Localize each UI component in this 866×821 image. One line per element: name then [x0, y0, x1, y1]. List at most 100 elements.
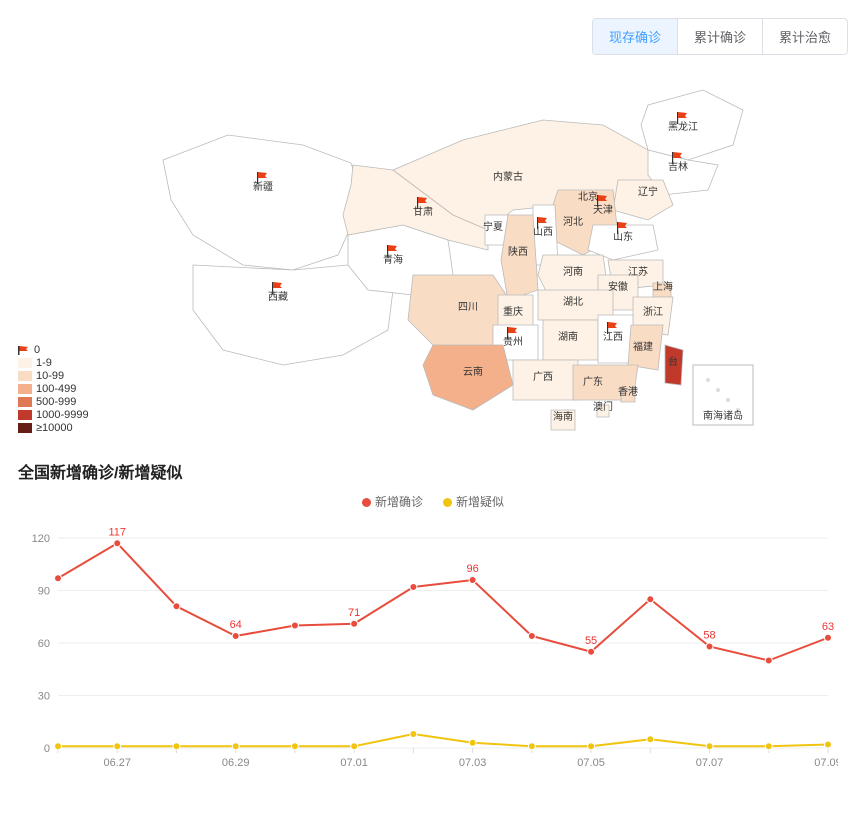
province-label-heilongjiang: 黑龙江	[668, 120, 698, 133]
legend-row-3: 500-999	[18, 396, 89, 408]
province-label-beijing: 北京	[578, 190, 598, 203]
data-point[interactable]	[410, 731, 417, 738]
province-label-taiwan: 台	[668, 355, 678, 368]
province-label-shandong: 山东	[613, 230, 633, 243]
province-label-ningxia: 宁夏	[483, 220, 503, 233]
x-tick-label: 07.03	[459, 757, 487, 769]
data-point[interactable]	[647, 596, 654, 603]
province-label-xizang: 西藏	[268, 291, 288, 303]
province-liaoning[interactable]	[613, 180, 673, 220]
province-label-fujian: 福建	[633, 340, 653, 353]
data-point[interactable]	[173, 743, 180, 750]
data-point[interactable]	[528, 743, 535, 750]
series-legend-1[interactable]: 新增疑似	[443, 493, 504, 510]
data-point[interactable]	[114, 540, 121, 547]
province-label-zhejiang: 浙江	[643, 306, 663, 318]
data-point[interactable]	[55, 743, 62, 750]
data-point[interactable]	[825, 741, 832, 748]
point-label: 58	[703, 630, 715, 642]
legend-row-1: 10-99	[18, 370, 89, 382]
point-label: 71	[348, 607, 360, 619]
province-label-qinghai: 青海	[383, 253, 403, 266]
data-point[interactable]	[469, 739, 476, 746]
legend-label: 100-499	[36, 383, 76, 395]
legend-label: 500-999	[36, 396, 76, 408]
data-point[interactable]	[588, 648, 595, 655]
province-label-shanxi: 山西	[533, 226, 553, 238]
data-point[interactable]	[291, 743, 298, 750]
map-tabs: 现存确诊累计确诊累计治愈	[592, 18, 848, 55]
flag-icon	[18, 346, 30, 355]
province-label-guangdong: 广东	[583, 375, 603, 388]
x-tick-label: 06.27	[103, 757, 131, 769]
chart-title: 全国新增确诊/新增疑似	[18, 459, 848, 483]
x-tick-label: 06.29	[222, 757, 250, 769]
data-point[interactable]	[528, 633, 535, 640]
province-xinjiang[interactable]	[163, 135, 363, 270]
data-point[interactable]	[55, 575, 62, 582]
data-point[interactable]	[765, 657, 772, 664]
province-label-aomen: 澳门	[593, 400, 613, 413]
legend-label: 10-99	[36, 370, 64, 382]
province-label-xianggang: 香港	[618, 386, 638, 398]
province-label-guizhou: 贵州	[503, 335, 523, 348]
legend-swatch	[18, 371, 32, 381]
x-tick-label: 07.05	[577, 757, 605, 769]
legend-swatch	[18, 384, 32, 394]
legend-row-0: 1-9	[18, 357, 89, 369]
point-label: 55	[585, 635, 597, 647]
province-label-neimenggu: 内蒙古	[493, 170, 523, 183]
legend-swatch	[18, 397, 32, 407]
data-point[interactable]	[351, 620, 358, 627]
tab-2[interactable]: 累计治愈	[762, 19, 847, 54]
point-label: 63	[822, 621, 834, 633]
tab-1[interactable]: 累计确诊	[677, 19, 762, 54]
x-tick-label: 07.07	[696, 757, 724, 769]
legend-swatch	[18, 358, 32, 368]
data-point[interactable]	[173, 603, 180, 610]
province-label-hubei: 湖北	[563, 296, 583, 308]
china-map: 新疆西藏青海甘肃内蒙古黑龙江吉林辽宁北京天津河北山西宁夏陕西山东河南江苏安徽上海…	[93, 65, 773, 435]
province-label-hainan: 海南	[553, 410, 573, 423]
data-point[interactable]	[706, 743, 713, 750]
data-point[interactable]	[825, 634, 832, 641]
province-label-guangxi: 广西	[533, 371, 553, 383]
data-point[interactable]	[410, 584, 417, 591]
legend-label: ≥10000	[36, 422, 73, 434]
south-sea-label: 南海诸岛	[703, 409, 743, 422]
data-point[interactable]	[588, 743, 595, 750]
data-point[interactable]	[114, 743, 121, 750]
data-point[interactable]	[291, 622, 298, 629]
point-label: 64	[230, 619, 242, 631]
x-tick-label: 07.01	[340, 757, 368, 769]
point-label: 96	[466, 563, 478, 575]
data-point[interactable]	[232, 743, 239, 750]
series-legend-0[interactable]: 新增确诊	[362, 493, 423, 510]
china-map-area: 新疆西藏青海甘肃内蒙古黑龙江吉林辽宁北京天津河北山西宁夏陕西山东河南江苏安徽上海…	[18, 65, 848, 435]
data-point[interactable]	[647, 736, 654, 743]
province-label-hebei: 河北	[563, 216, 583, 228]
data-point[interactable]	[765, 743, 772, 750]
data-point[interactable]	[351, 743, 358, 750]
y-tick-label: 90	[38, 586, 50, 598]
province-label-jiangxi: 江西	[603, 331, 623, 343]
chart-legend: 新增确诊 新增疑似	[18, 493, 848, 510]
province-label-shanghai: 上海	[653, 280, 673, 293]
legend-swatch	[18, 410, 32, 420]
province-label-tianjin: 天津	[593, 204, 613, 216]
dot-icon	[443, 498, 452, 507]
tab-0[interactable]: 现存确诊	[593, 19, 677, 54]
legend-row-4: 1000-9999	[18, 409, 89, 421]
legend-row-flag: 0	[18, 344, 89, 356]
legend-label: 1-9	[36, 357, 52, 369]
y-tick-label: 60	[38, 638, 50, 650]
legend-label: 1000-9999	[36, 409, 89, 421]
data-point[interactable]	[469, 577, 476, 584]
legend-swatch	[18, 423, 32, 433]
province-label-yunnan: 云南	[463, 365, 483, 378]
map-legend: 01-910-99100-499500-9991000-9999≥10000	[18, 343, 89, 435]
data-point[interactable]	[232, 633, 239, 640]
data-point[interactable]	[706, 643, 713, 650]
province-label-gansu: 甘肃	[413, 205, 433, 218]
province-label-anhui: 安徽	[608, 280, 628, 293]
